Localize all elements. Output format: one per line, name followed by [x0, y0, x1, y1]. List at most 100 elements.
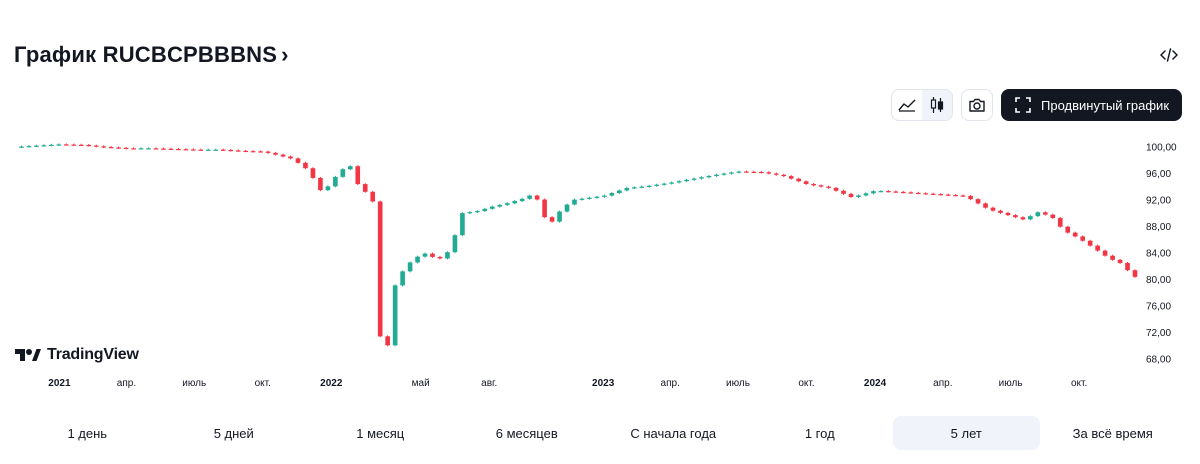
candle-body — [370, 191, 376, 202]
time-range-selector: 1 день 5 дней 1 месяц 6 месяцев С начала год… — [14, 416, 1186, 450]
range-button[interactable]: За всё время — [1072, 425, 1153, 441]
x-tick-label: апр. — [661, 378, 680, 389]
candle-body — [108, 147, 114, 149]
chevron-right-icon: › — [281, 42, 289, 67]
chart-title-link[interactable]: График RUCBCPBBBNS › — [14, 42, 288, 68]
candle-body — [617, 190, 622, 194]
advanced-chart-button[interactable]: Продвинутый график — [1001, 89, 1182, 121]
price-chart[interactable]: 100,00 96,00 92,00 88,00 84,00 80,00 76,00 72,0… — [0, 130, 1200, 400]
y-tick-label: 84,00 — [1146, 249, 1171, 260]
candle-body — [213, 149, 219, 151]
candle-body — [1132, 270, 1138, 277]
candle-body — [452, 235, 458, 253]
candle-body — [407, 262, 413, 272]
candle-body — [587, 197, 592, 199]
candle-body — [295, 158, 301, 163]
candle-body — [826, 186, 831, 188]
candle-body — [63, 144, 69, 146]
candle-body — [56, 144, 62, 146]
candle-body — [983, 203, 988, 208]
candle-body — [766, 172, 772, 174]
candle-body — [101, 146, 106, 148]
candle-body — [1110, 255, 1115, 260]
candle-body — [1072, 232, 1078, 237]
range-button[interactable]: 1 день — [67, 425, 108, 441]
candle-body — [26, 146, 32, 148]
chart-style-toggle — [891, 89, 954, 121]
candle-body — [744, 171, 749, 173]
candle-body — [205, 149, 211, 151]
candle-body — [1043, 212, 1048, 215]
camera-icon — [969, 98, 985, 112]
candle-body — [347, 166, 353, 170]
tradingview-logo[interactable]: TradingView — [15, 346, 139, 364]
candle-body — [534, 195, 540, 200]
tradingview-logo-text: TradingView — [47, 346, 139, 363]
x-tick-label: авг. — [481, 378, 497, 389]
x-tick-label: 2024 — [864, 378, 887, 389]
candle-body — [908, 192, 914, 194]
candle-body — [886, 191, 891, 193]
candles-chart-button[interactable] — [922, 90, 953, 120]
candle-body — [243, 150, 248, 153]
range-button[interactable]: 5 дней — [213, 425, 254, 441]
range-button[interactable]: 1 год — [804, 425, 835, 441]
candle-body — [579, 198, 585, 200]
candle-body — [250, 151, 256, 153]
candle-body — [1035, 212, 1041, 217]
candle-body — [1028, 216, 1033, 220]
area-chart-button[interactable] — [892, 90, 922, 120]
candle-body — [445, 252, 450, 259]
candle-body — [923, 193, 929, 195]
candle-body — [191, 149, 196, 151]
candle-body — [116, 147, 121, 149]
candle-body — [631, 187, 637, 189]
candle-body — [467, 212, 473, 214]
y-tick-label: 68,00 — [1146, 355, 1171, 366]
candle-body — [661, 183, 667, 185]
embed-code-button[interactable] — [1158, 44, 1180, 66]
candle-body — [557, 211, 562, 222]
candle-body — [736, 171, 742, 173]
candle-body — [340, 169, 346, 177]
candle-body — [1020, 217, 1026, 220]
candle-body — [71, 144, 77, 146]
candle-body — [893, 191, 899, 193]
y-tick-label: 92,00 — [1146, 196, 1171, 207]
chart-toolbar: Продвинутый график — [891, 89, 1182, 121]
candle-body — [878, 191, 884, 193]
candle-body — [1117, 259, 1123, 263]
candle-body — [968, 195, 973, 200]
x-tick-label: апр. — [933, 378, 952, 389]
candle-body — [131, 148, 136, 150]
candle-body — [646, 185, 652, 187]
x-tick-label: июль — [182, 378, 206, 389]
x-tick-label: 2023 — [592, 378, 615, 389]
candle-body — [355, 166, 361, 185]
candle-body — [153, 148, 159, 150]
candle-body — [78, 144, 84, 146]
candle-body — [34, 145, 39, 147]
candle-body — [796, 178, 802, 182]
range-button[interactable]: С начала года — [630, 425, 717, 441]
candle-body — [1065, 226, 1071, 233]
candle-body — [362, 184, 368, 192]
candle-body — [497, 204, 503, 207]
y-tick-label: 72,00 — [1146, 328, 1171, 339]
candle-body — [684, 179, 689, 182]
range-button[interactable]: 1 месяц — [356, 425, 405, 441]
candle-body — [333, 176, 338, 187]
candles-icon — [930, 97, 944, 113]
x-tick-label: апр. — [117, 378, 136, 389]
candles-group — [19, 143, 1138, 347]
candle-body — [228, 149, 234, 152]
range-button[interactable]: 6 месяцев — [495, 425, 558, 441]
candle-body — [1057, 217, 1063, 227]
candle-body — [759, 171, 764, 174]
candle-body — [549, 217, 555, 222]
candle-body — [654, 184, 660, 186]
candle-body — [781, 174, 787, 177]
snapshot-button[interactable] — [961, 89, 994, 121]
range-button[interactable]: 5 лет — [893, 416, 1040, 450]
x-tick-label: окт. — [255, 378, 271, 389]
